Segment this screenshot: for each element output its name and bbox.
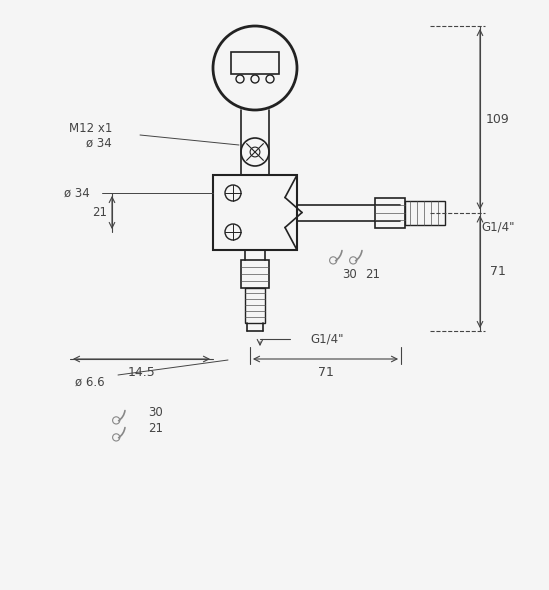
Bar [231, 52, 279, 74]
Text: 14.5: 14.5 [127, 365, 155, 379]
Text: 30: 30 [148, 407, 163, 419]
Text: ø 6.6: ø 6.6 [75, 375, 105, 388]
Bar [245, 288, 265, 323]
Bar [213, 175, 297, 250]
Text: G1/4": G1/4" [310, 333, 344, 346]
Text: ø 34: ø 34 [86, 136, 112, 149]
Text: M12 x1: M12 x1 [69, 122, 112, 135]
Text: 71: 71 [317, 365, 333, 379]
Text: 109: 109 [486, 113, 510, 126]
Bar [241, 260, 269, 288]
Text: 71: 71 [490, 266, 506, 278]
Text: G1/4": G1/4" [481, 221, 515, 234]
Text: 21: 21 [365, 267, 380, 280]
Bar [375, 198, 405, 228]
Text: 30: 30 [342, 267, 357, 280]
Text: 21: 21 [92, 206, 108, 219]
Text: 21: 21 [148, 421, 163, 434]
Bar [405, 201, 445, 225]
Text: ø 34: ø 34 [64, 186, 90, 199]
